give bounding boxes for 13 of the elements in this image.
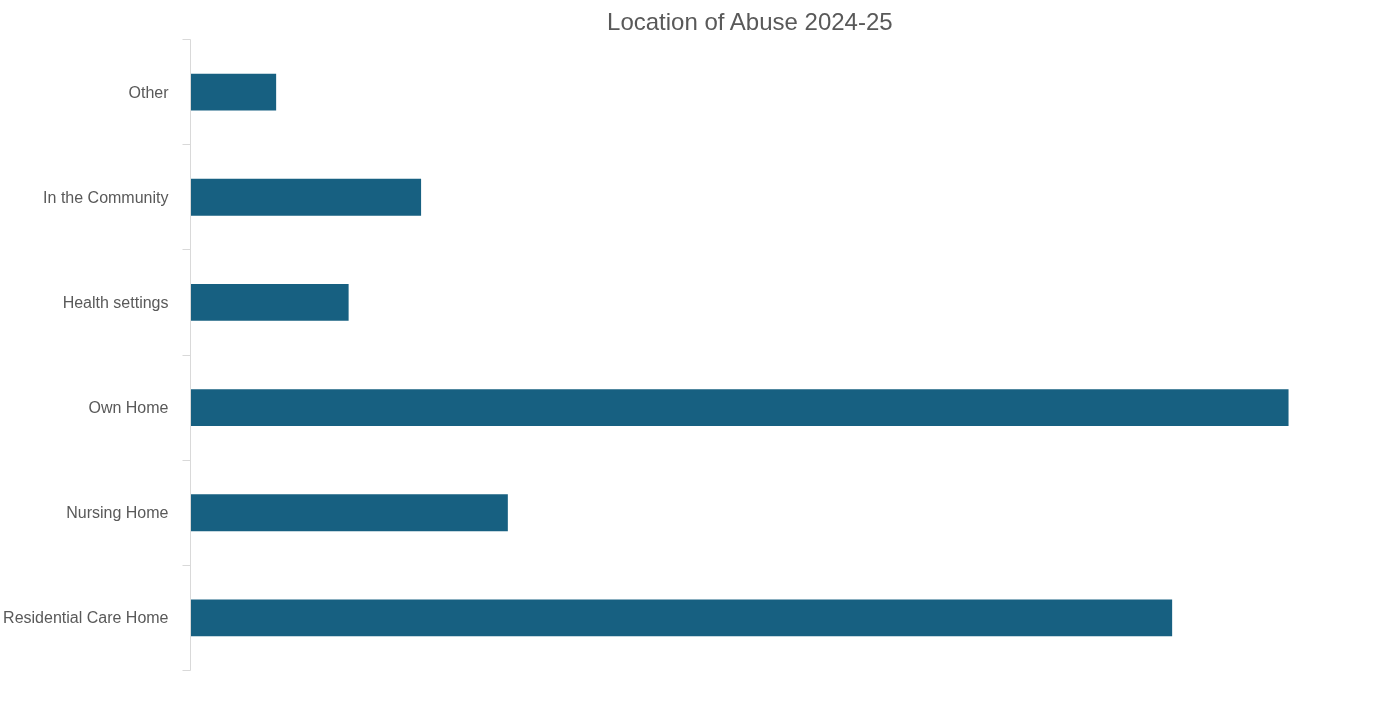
- bar: [190, 73, 277, 111]
- y-tick-label: Own Home: [88, 399, 169, 417]
- y-tick-label: Residential Care Home: [3, 609, 169, 627]
- y-tick-label: Health settings: [62, 293, 169, 311]
- bar: [190, 284, 349, 321]
- y-tick-label: Nursing Home: [66, 504, 169, 522]
- y-tick-label: Other: [128, 83, 170, 101]
- y-tick-label: In the Community: [43, 188, 169, 206]
- bar: [190, 389, 1289, 426]
- bar: [190, 494, 508, 532]
- bar: [190, 599, 1173, 637]
- bar: [190, 178, 422, 216]
- chart-title: Location of Abuse 2024-25: [607, 7, 893, 35]
